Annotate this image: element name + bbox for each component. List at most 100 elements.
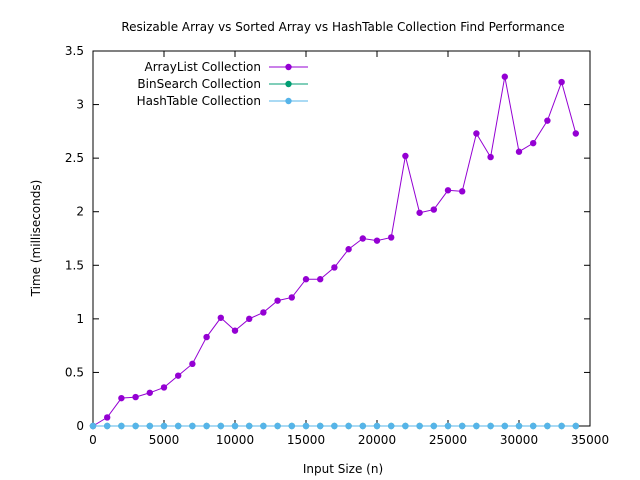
data-point: [473, 422, 480, 430]
data-point: [459, 188, 466, 195]
x-tick-label: 5000: [149, 433, 180, 447]
legend-label: HashTable Collection: [137, 94, 261, 108]
data-point: [189, 360, 196, 368]
data-point: [260, 422, 267, 430]
data-point: [104, 422, 111, 430]
data-point: [487, 422, 494, 430]
x-tick-label: 0: [89, 433, 97, 447]
data-point: [118, 394, 125, 402]
x-tick-label: 10000: [216, 433, 254, 447]
data-point: [160, 384, 168, 391]
data-point: [373, 422, 381, 430]
y-tick-label: 1.5: [65, 258, 84, 272]
y-tick-label: 1: [76, 312, 84, 326]
y-tick-label: 0: [76, 419, 84, 433]
x-tick-label: 30000: [500, 433, 538, 447]
data-point: [416, 209, 423, 216]
data-point: [459, 422, 466, 430]
data-point: [175, 372, 182, 379]
data-point: [402, 152, 409, 160]
data-point: [260, 309, 267, 316]
legend-label: BinSearch Collection: [137, 77, 261, 91]
legend: ArrayList Collection BinSearch Collection…: [137, 60, 308, 108]
data-point: [487, 153, 494, 161]
data-point: [146, 422, 153, 430]
data-point: [530, 139, 537, 147]
data-point: [317, 422, 324, 430]
data-point: [544, 422, 551, 430]
data-point: [558, 78, 565, 86]
data-point: [89, 422, 97, 430]
data-point: [217, 422, 224, 430]
data-point: [203, 333, 210, 341]
data-point: [388, 234, 395, 241]
data-point: [132, 422, 139, 430]
y-axis: 0 0.5 1 1.5 2 2.5 3 3.5: [65, 44, 590, 433]
data-point: [402, 422, 409, 430]
data-point: [288, 294, 295, 301]
legend-label: ArrayList Collection: [145, 60, 261, 74]
data-point: [104, 414, 111, 421]
x-axis: 0 5000 10000 15000 20000 25000 30000 35000: [89, 51, 609, 447]
series-1: [89, 73, 579, 430]
legend-item: ArrayList Collection: [145, 60, 308, 74]
data-point: [430, 206, 437, 213]
data-point: [473, 130, 480, 137]
chart-title: Resizable Array vs Sorted Array vs HashT…: [121, 20, 564, 34]
legend-item: HashTable Collection: [137, 94, 308, 108]
y-tick-label: 3.5: [65, 44, 84, 58]
data-point: [146, 389, 153, 396]
y-tick-label: 2.5: [65, 151, 84, 165]
x-axis-label: Input Size (n): [303, 462, 383, 476]
data-point: [231, 422, 239, 430]
data-point: [345, 246, 352, 253]
data-point: [558, 422, 565, 430]
data-point: [572, 130, 579, 137]
x-tick-label: 20000: [358, 433, 396, 447]
data-point: [118, 422, 125, 430]
series-line: [92, 76, 577, 427]
legend-marker: [285, 80, 292, 88]
data-point: [416, 422, 423, 430]
data-point: [231, 327, 239, 334]
data-point: [572, 422, 579, 430]
data-point: [515, 148, 523, 155]
legend-marker: [285, 63, 292, 71]
data-point: [189, 422, 196, 430]
data-point: [444, 187, 452, 194]
data-point: [302, 422, 310, 430]
data-point: [302, 276, 310, 283]
plot-area: [89, 73, 579, 430]
data-point: [274, 422, 281, 430]
data-point: [132, 393, 139, 401]
data-point: [530, 422, 537, 430]
y-tick-label: 0.5: [65, 365, 84, 379]
data-point: [160, 422, 168, 430]
data-point: [274, 297, 281, 304]
data-point: [203, 422, 210, 430]
data-point: [544, 117, 551, 124]
x-tick-label: 35000: [571, 433, 609, 447]
data-point: [430, 422, 437, 430]
data-point: [359, 422, 366, 430]
data-point: [246, 315, 253, 323]
data-point: [317, 276, 324, 283]
x-tick-label: 15000: [287, 433, 325, 447]
data-point: [331, 422, 338, 430]
data-point: [515, 422, 523, 430]
data-point: [359, 235, 366, 242]
y-tick-label: 3: [76, 98, 84, 112]
data-point: [345, 422, 352, 430]
legend-item: BinSearch Collection: [137, 77, 308, 91]
data-point: [288, 422, 295, 430]
data-point: [501, 422, 508, 430]
data-point: [444, 422, 452, 430]
data-point: [246, 422, 253, 430]
data-point: [388, 422, 395, 430]
x-tick-label: 25000: [429, 433, 467, 447]
data-point: [501, 73, 508, 80]
y-axis-label: Time (milliseconds): [29, 180, 43, 298]
data-point: [373, 237, 381, 244]
data-point: [175, 422, 182, 430]
